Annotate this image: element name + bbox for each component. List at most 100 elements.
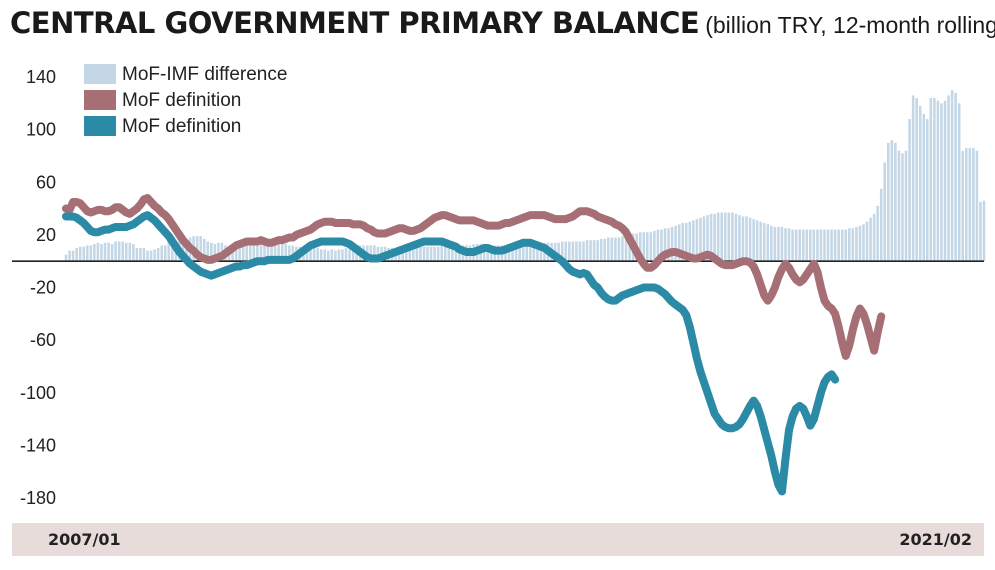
difference-bar <box>160 245 163 262</box>
difference-bar <box>879 188 883 262</box>
difference-bar <box>238 246 241 262</box>
difference-bar <box>139 248 142 262</box>
difference-bar <box>440 245 443 262</box>
chart-subtitle: (billion TRY, 12-month rolling) <box>705 12 995 38</box>
difference-bar <box>982 200 986 262</box>
difference-bar <box>241 245 245 262</box>
difference-bar <box>273 242 277 262</box>
difference-bar <box>688 221 692 262</box>
difference-bar <box>837 229 840 262</box>
difference-bar <box>787 228 791 262</box>
difference-bar <box>277 242 280 262</box>
difference-bar <box>727 212 731 262</box>
difference-bar <box>68 250 71 262</box>
difference-bar <box>291 245 295 262</box>
legend-label: MoF-IMF difference <box>122 64 287 85</box>
y-axis: 140 100 60 20 -20 -60 -100 -140 -180 <box>20 67 56 508</box>
difference-bar <box>521 242 525 262</box>
y-tick-label: -100 <box>20 383 56 403</box>
difference-bar <box>443 245 447 262</box>
difference-bar <box>96 242 100 262</box>
difference-bar <box>773 226 777 262</box>
difference-bar <box>256 244 259 262</box>
difference-bar <box>738 215 741 262</box>
y-tick-label: -20 <box>30 278 56 298</box>
difference-bar <box>436 246 440 262</box>
difference-bar <box>404 248 408 262</box>
difference-bar <box>713 213 716 262</box>
legend-label: MoF definition <box>122 116 241 137</box>
difference-bar <box>284 244 288 262</box>
x-start-label: 2007/01 <box>48 530 121 549</box>
difference-bar <box>532 242 536 262</box>
difference-bar <box>592 240 596 262</box>
difference-bar <box>305 248 309 262</box>
difference-bar <box>943 100 947 262</box>
difference-bar <box>883 162 887 262</box>
difference-bar <box>447 245 451 262</box>
difference-bar <box>975 150 979 262</box>
difference-bar <box>422 246 426 262</box>
difference-bar <box>844 229 848 262</box>
difference-bar <box>142 248 146 262</box>
difference-bar <box>950 90 954 262</box>
difference-bar <box>766 224 770 262</box>
difference-bar <box>695 219 699 262</box>
difference-bar <box>341 249 344 262</box>
difference-bar <box>514 244 518 262</box>
y-tick-label: -60 <box>30 330 56 350</box>
difference-bar <box>791 229 794 262</box>
difference-bar <box>128 242 132 262</box>
difference-bar <box>596 240 599 262</box>
difference-bar <box>908 119 911 262</box>
difference-bar <box>415 246 419 262</box>
difference-bar <box>840 229 844 262</box>
difference-bar <box>872 213 876 262</box>
difference-bar <box>309 248 312 262</box>
date-axis-strip: 2007/01 2021/02 <box>12 523 984 556</box>
difference-bar <box>748 217 752 262</box>
difference-bar <box>234 248 238 262</box>
difference-bar <box>280 242 284 262</box>
difference-bar <box>865 221 869 262</box>
difference-bar <box>670 226 674 262</box>
y-tick-label: -140 <box>20 435 56 455</box>
difference-bar <box>876 205 879 262</box>
difference-bar <box>599 238 603 262</box>
y-tick-label: 20 <box>36 225 56 245</box>
difference-bar <box>206 241 210 262</box>
difference-bar <box>911 95 915 262</box>
difference-bar <box>171 241 174 262</box>
difference-bar <box>624 234 628 262</box>
difference-bar <box>784 228 787 262</box>
difference-bar <box>429 246 433 262</box>
difference-bar <box>897 150 901 262</box>
difference-bar <box>330 249 334 262</box>
difference-bar <box>663 228 667 262</box>
difference-bar <box>677 224 681 262</box>
difference-bar <box>869 217 872 262</box>
difference-bar <box>93 244 96 262</box>
difference-bar <box>922 113 926 262</box>
difference-bar <box>759 221 762 262</box>
legend-swatch <box>84 116 116 136</box>
difference-bar <box>337 249 341 262</box>
difference-bar <box>940 103 943 262</box>
difference-bar <box>419 246 422 262</box>
difference-bar <box>266 242 270 262</box>
difference-bar <box>858 225 862 262</box>
difference-bar <box>578 241 582 262</box>
y-tick-label: 100 <box>26 120 56 140</box>
difference-bar <box>568 241 571 262</box>
difference-bar <box>794 229 798 262</box>
difference-bar <box>323 249 327 262</box>
difference-bar <box>607 237 610 262</box>
difference-bar <box>851 228 855 262</box>
legend-swatch <box>84 64 116 84</box>
difference-bar <box>327 250 330 262</box>
difference-bar <box>734 213 738 262</box>
difference-bar <box>110 244 114 262</box>
difference-bar <box>741 216 745 262</box>
difference-bar <box>263 242 266 262</box>
